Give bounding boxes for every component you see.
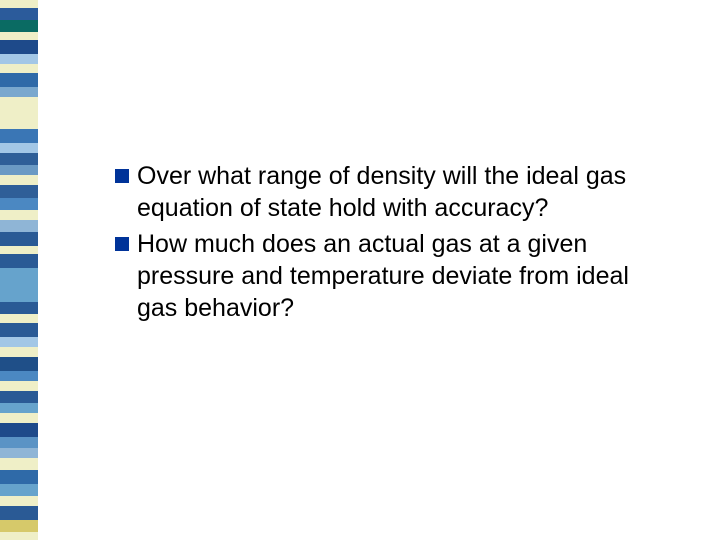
- sidebar-stripe: [0, 246, 38, 254]
- sidebar-stripe: [0, 97, 38, 129]
- sidebar-stripe: [0, 64, 38, 74]
- bullet-item: How much does an actual gas at a given p…: [115, 228, 675, 324]
- sidebar-stripe: [0, 484, 38, 496]
- sidebar-stripe: [0, 254, 38, 268]
- sidebar-stripe: [0, 337, 38, 347]
- sidebar-stripe: [0, 143, 38, 153]
- sidebar-stripe: [0, 220, 38, 232]
- sidebar-stripe: [0, 391, 38, 403]
- sidebar-stripe: [0, 423, 38, 437]
- sidebar-stripe: [0, 371, 38, 381]
- sidebar-stripe: [0, 458, 38, 470]
- sidebar-stripe: [0, 357, 38, 371]
- square-bullet-icon: [115, 169, 129, 183]
- sidebar-stripe: [0, 0, 38, 8]
- sidebar-stripe: [0, 403, 38, 413]
- sidebar-stripe: [0, 8, 38, 20]
- sidebar-stripe: [0, 185, 38, 199]
- sidebar-stripe: [0, 198, 38, 210]
- sidebar-stripe: [0, 73, 38, 87]
- sidebar-stripe: [0, 302, 38, 314]
- bullet-item: Over what range of density will the idea…: [115, 160, 675, 224]
- sidebar-stripe: [0, 129, 38, 143]
- sidebar-stripe: [0, 232, 38, 246]
- sidebar-stripe: [0, 323, 38, 337]
- sidebar-stripe: [0, 506, 38, 520]
- square-bullet-icon: [115, 237, 129, 251]
- sidebar-stripe: [0, 153, 38, 165]
- sidebar-stripe: [0, 165, 38, 175]
- slide-content: Over what range of density will the idea…: [115, 160, 675, 328]
- sidebar-stripe: [0, 54, 38, 64]
- sidebar-stripe: [0, 268, 38, 302]
- sidebar-stripe: [0, 210, 38, 220]
- decorative-sidebar: [0, 0, 38, 540]
- sidebar-stripe: [0, 32, 38, 40]
- sidebar-stripe: [0, 470, 38, 484]
- sidebar-stripe: [0, 448, 38, 458]
- sidebar-stripe: [0, 87, 38, 97]
- sidebar-stripe: [0, 520, 38, 532]
- sidebar-stripe: [0, 532, 38, 540]
- sidebar-stripe: [0, 20, 38, 32]
- bullet-text: How much does an actual gas at a given p…: [137, 228, 675, 324]
- sidebar-stripe: [0, 437, 38, 449]
- sidebar-stripe: [0, 496, 38, 506]
- bullet-text: Over what range of density will the idea…: [137, 160, 675, 224]
- sidebar-stripe: [0, 347, 38, 357]
- sidebar-stripe: [0, 40, 38, 54]
- sidebar-stripe: [0, 314, 38, 324]
- sidebar-stripe: [0, 175, 38, 185]
- sidebar-stripe: [0, 381, 38, 391]
- sidebar-stripe: [0, 413, 38, 423]
